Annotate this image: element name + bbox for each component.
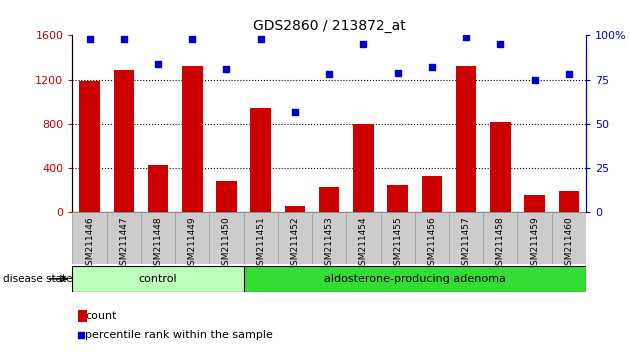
Bar <box>113 70 134 212</box>
Bar <box>381 212 415 264</box>
Bar <box>285 206 305 212</box>
Text: GSM211459: GSM211459 <box>530 217 539 271</box>
Text: control: control <box>139 274 177 284</box>
Text: GSM211460: GSM211460 <box>564 217 573 271</box>
Bar <box>216 181 237 212</box>
Text: GSM211446: GSM211446 <box>85 217 94 271</box>
Text: GSM211448: GSM211448 <box>154 217 163 271</box>
Bar <box>244 212 278 264</box>
Point <box>76 332 86 338</box>
Text: disease state: disease state <box>3 274 72 284</box>
Point <box>427 64 437 70</box>
Text: GSM211458: GSM211458 <box>496 217 505 271</box>
Text: GSM211453: GSM211453 <box>324 217 334 271</box>
Title: GDS2860 / 213872_at: GDS2860 / 213872_at <box>253 19 406 33</box>
Point <box>324 72 334 77</box>
Bar <box>182 67 202 212</box>
Text: GSM211447: GSM211447 <box>119 217 129 271</box>
Point <box>256 36 266 42</box>
Bar <box>148 165 168 212</box>
Text: count: count <box>85 311 117 321</box>
Point <box>84 36 94 42</box>
Text: aldosterone-producing adenoma: aldosterone-producing adenoma <box>324 274 506 284</box>
Bar <box>106 212 141 264</box>
Bar <box>517 212 552 264</box>
Bar <box>456 67 476 212</box>
Bar <box>72 266 244 292</box>
Bar <box>278 212 312 264</box>
Bar <box>209 212 244 264</box>
Point <box>461 34 471 40</box>
Bar <box>449 212 483 264</box>
Point <box>529 77 539 82</box>
Bar <box>312 212 347 264</box>
Text: GSM211451: GSM211451 <box>256 217 265 271</box>
Text: GSM211456: GSM211456 <box>427 217 437 271</box>
Point <box>187 36 197 42</box>
Bar <box>79 81 100 212</box>
Text: GSM211449: GSM211449 <box>188 217 197 271</box>
Text: GSM211455: GSM211455 <box>393 217 402 271</box>
Bar <box>251 108 271 212</box>
Bar <box>141 212 175 264</box>
Text: GSM211452: GSM211452 <box>290 217 299 271</box>
Point <box>564 72 574 77</box>
Bar <box>483 212 517 264</box>
Point <box>495 41 505 47</box>
Bar <box>346 212 381 264</box>
Bar <box>421 176 442 212</box>
Text: percentile rank within the sample: percentile rank within the sample <box>85 330 273 340</box>
Bar <box>490 122 510 212</box>
Point <box>358 41 369 47</box>
Point <box>221 66 231 72</box>
Text: GSM211454: GSM211454 <box>359 217 368 271</box>
Point <box>118 36 129 42</box>
Bar <box>524 195 545 212</box>
Bar <box>175 212 209 264</box>
Text: GSM211457: GSM211457 <box>462 217 471 271</box>
Bar <box>319 187 340 212</box>
Bar <box>72 212 106 264</box>
Bar <box>387 185 408 212</box>
Text: GSM211450: GSM211450 <box>222 217 231 271</box>
Bar <box>552 212 586 264</box>
Bar <box>415 212 449 264</box>
Bar <box>77 310 87 322</box>
Point <box>153 61 163 67</box>
Point <box>392 70 403 75</box>
Bar <box>353 124 374 212</box>
Bar <box>244 266 586 292</box>
Point <box>290 109 300 114</box>
Bar <box>559 191 579 212</box>
